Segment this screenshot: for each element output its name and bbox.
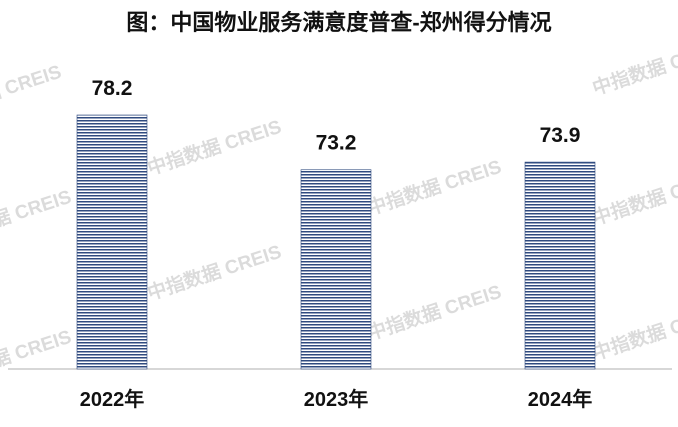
watermark-text: 中指数据 CREIS — [364, 155, 504, 220]
x-tick-label-2024年: 2024年 — [528, 387, 593, 411]
value-label-2024年: 73.9 — [540, 124, 581, 147]
x-tick-label-2023年: 2023年 — [304, 387, 369, 411]
value-label-2023年: 73.2 — [316, 132, 357, 155]
watermark-text: 中指数据 CREIS — [144, 115, 284, 180]
x-tick-label-2022年: 2022年 — [80, 387, 145, 411]
watermark-text: 中指数据 CREIS — [0, 325, 74, 390]
watermark-text: 中指数据 CREIS — [0, 185, 74, 250]
value-label-2022年: 78.2 — [92, 77, 133, 100]
x-tick-labels-group: 2022年 2023年 2024年 — [80, 387, 593, 411]
watermark-text: 中指数据 CREIS — [0, 60, 64, 125]
chart-title: 图：中国物业服务满意度普查-郑州得分情况 — [126, 10, 551, 35]
bars-group — [76, 114, 596, 370]
bar-2023年 — [300, 169, 372, 370]
value-labels-group: 78.2 73.2 73.9 — [92, 77, 581, 155]
watermark-text: 中指数据 CREIS — [589, 165, 678, 230]
watermark-text: 中指数据 CREIS — [589, 300, 678, 365]
watermark-text: 中指数据 CREIS — [364, 280, 504, 345]
bar-2024年 — [524, 161, 596, 370]
bar-2022年 — [76, 114, 148, 370]
watermark-text: 中指数据 CREIS — [589, 35, 678, 100]
watermark-text: 中指数据 CREIS — [144, 240, 284, 305]
